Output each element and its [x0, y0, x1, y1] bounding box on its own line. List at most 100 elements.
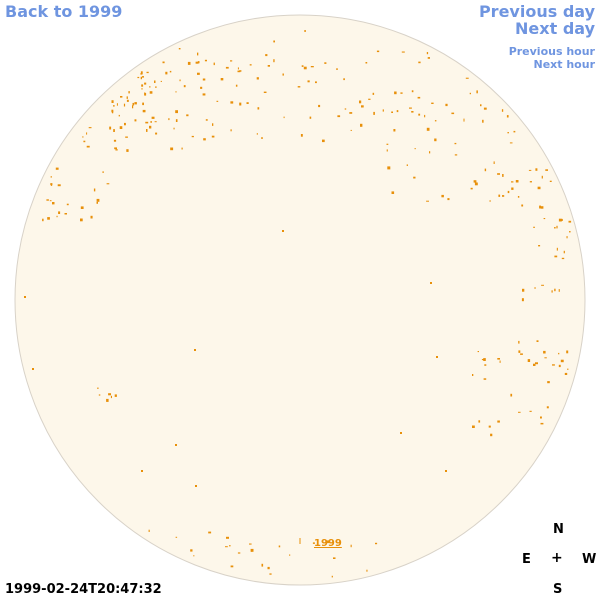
feature-mark — [518, 340, 520, 344]
feature-mark — [447, 198, 450, 201]
feature-mark — [155, 132, 158, 135]
feature-mark — [173, 127, 175, 130]
back-to-year-link[interactable]: Back to 1999 — [5, 2, 123, 21]
feature-mark — [541, 284, 544, 286]
feature-mark — [417, 96, 421, 99]
feature-mark — [250, 548, 254, 552]
feature-mark — [86, 132, 88, 135]
feature-mark — [160, 80, 162, 82]
feature-mark — [300, 134, 303, 137]
feature-mark — [90, 215, 93, 219]
next-day-link[interactable]: Next day — [515, 19, 595, 38]
feature-mark — [213, 62, 215, 66]
feature-mark — [476, 90, 478, 94]
previous-day-link[interactable]: Previous day — [478, 2, 595, 21]
feature-mark — [187, 61, 191, 65]
feature-mark — [50, 183, 53, 186]
next-hour-link[interactable]: Next hour — [533, 58, 596, 71]
compass-north: N — [553, 522, 564, 537]
feature-mark — [183, 85, 186, 88]
feature-mark — [154, 80, 156, 83]
feature-mark — [318, 104, 321, 108]
feature-mark — [261, 137, 263, 139]
feature-mark — [118, 114, 120, 117]
feature-mark — [521, 298, 524, 302]
feature-mark — [560, 359, 564, 363]
feature-mark — [145, 121, 149, 124]
feature-mark — [175, 91, 177, 93]
feature-mark — [454, 142, 457, 145]
feature-mark — [474, 182, 478, 186]
feature-mark — [149, 91, 153, 94]
feature-mark — [93, 188, 96, 192]
feature-mark — [546, 406, 549, 409]
feature-mark — [333, 557, 336, 559]
feature-mark — [42, 218, 44, 222]
feature-mark — [564, 372, 568, 375]
feature-mark — [501, 109, 504, 112]
feature-mark — [181, 147, 183, 150]
feature-mark — [336, 68, 338, 70]
feature-mark — [430, 282, 432, 284]
feature-mark — [406, 164, 408, 166]
feature-mark — [312, 542, 315, 544]
feature-mark — [326, 540, 330, 544]
feature-mark — [331, 575, 333, 578]
feature-mark — [230, 101, 234, 104]
feature-mark — [426, 127, 430, 131]
feature-mark — [537, 186, 541, 190]
feature-mark — [310, 66, 314, 68]
feature-mark — [265, 54, 268, 57]
feature-mark — [134, 119, 137, 122]
feature-mark — [541, 175, 543, 179]
feature-mark — [119, 126, 123, 129]
feature-mark — [431, 102, 434, 104]
feature-mark — [543, 218, 546, 220]
feature-mark — [490, 433, 493, 437]
feature-mark — [132, 105, 134, 109]
feature-mark — [137, 76, 140, 79]
feature-mark — [483, 358, 486, 361]
feature-mark — [493, 161, 495, 164]
feature-mark — [273, 40, 275, 43]
feature-mark — [230, 60, 233, 62]
feature-mark — [488, 425, 491, 428]
feature-mark — [472, 374, 474, 376]
feature-mark — [175, 119, 178, 122]
previous-hour-link[interactable]: Previous hour — [508, 45, 595, 58]
feature-mark — [80, 218, 83, 222]
feature-mark — [82, 136, 84, 138]
feature-mark — [125, 136, 128, 138]
feature-mark — [534, 287, 536, 289]
feature-mark — [484, 364, 487, 366]
feature-mark — [197, 52, 199, 56]
feature-mark — [32, 368, 34, 370]
feature-mark — [478, 420, 481, 423]
feature-mark — [515, 180, 519, 183]
feature-mark — [202, 93, 206, 96]
feature-mark — [110, 395, 112, 399]
year-link[interactable]: 1999 — [314, 538, 342, 549]
feature-mark — [372, 92, 375, 95]
feature-mark — [267, 65, 270, 67]
feature-mark — [88, 127, 92, 129]
feature-mark — [191, 135, 194, 138]
compass-center: + — [551, 550, 563, 566]
feature-mark — [197, 61, 200, 64]
feature-mark — [142, 109, 146, 113]
feature-mark — [418, 113, 421, 116]
feature-mark — [507, 190, 510, 194]
feature-mark — [517, 196, 520, 198]
feature-mark — [151, 116, 155, 119]
feature-mark — [80, 206, 84, 209]
feature-mark — [538, 245, 541, 247]
feature-mark — [533, 363, 536, 366]
feature-mark — [165, 71, 168, 75]
feature-mark — [269, 573, 272, 575]
feature-mark — [359, 100, 362, 104]
feature-mark — [114, 147, 117, 150]
feature-mark — [64, 213, 67, 215]
feature-mark — [563, 250, 565, 254]
feature-mark — [441, 194, 444, 198]
feature-mark — [350, 129, 352, 131]
